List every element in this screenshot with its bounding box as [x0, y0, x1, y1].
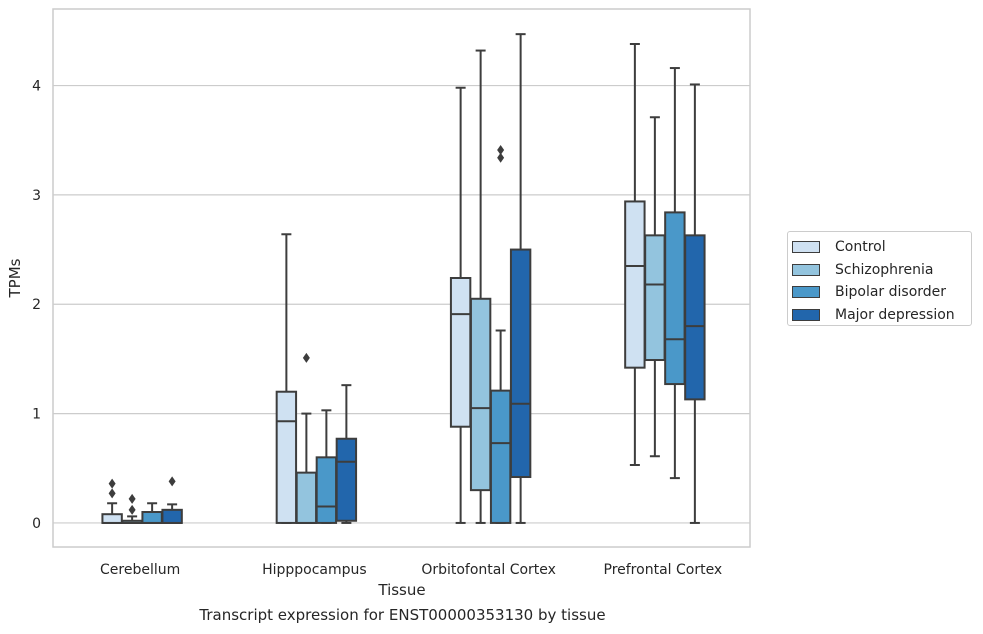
box-body — [664, 211, 686, 386]
legend: Control Schizophrenia Bipolar disorder Majo… — [787, 231, 972, 326]
legend-label: Bipolar disorder — [835, 284, 947, 301]
outlier-point — [128, 493, 136, 504]
chart-caption: Transcript expression for ENST0000035313… — [199, 606, 606, 624]
box-control — [101, 478, 123, 524]
legend-swatch — [792, 286, 820, 299]
box-body — [624, 200, 646, 369]
box-body — [449, 277, 472, 428]
y-axis-ticks: 0 1 2 3 4 — [32, 79, 41, 532]
legend-swatch — [792, 263, 820, 276]
box-major-depression — [509, 33, 532, 524]
y-tick-label: 3 — [32, 188, 41, 204]
x-axis-label: Tissue — [377, 581, 425, 599]
legend-swatch — [792, 308, 820, 321]
x-tick-label: Hipppocampus — [262, 562, 367, 578]
outlier-point — [108, 488, 116, 499]
legend-item: Schizophrenia — [792, 259, 971, 282]
box-body — [509, 248, 532, 479]
x-tick-label: Cerebellum — [100, 562, 180, 578]
x-tick-label: Orbitofontal Cortex — [421, 562, 556, 578]
box-body — [489, 389, 512, 524]
outlier-point — [497, 152, 505, 163]
x-tick-label: Prefrontal Cortex — [604, 562, 723, 578]
box-body — [275, 390, 298, 524]
outlier-point — [128, 504, 136, 515]
outlier-point — [497, 145, 505, 156]
outlier-point — [302, 352, 310, 363]
box-schizophrenia — [469, 49, 492, 524]
box-body — [644, 234, 666, 362]
box-body — [684, 234, 706, 401]
box-control — [449, 86, 472, 524]
box-series-group — [101, 33, 706, 524]
box-major-depression — [335, 384, 358, 524]
legend-label: Control — [835, 239, 886, 256]
y-tick-label: 0 — [32, 516, 41, 532]
box-major-depression — [684, 83, 706, 524]
x-axis-ticks: Cerebellum Hipppocampus Orbitofontal Corte… — [100, 562, 722, 578]
y-tick-label: 1 — [32, 407, 41, 423]
legend-item: Major depression — [792, 304, 971, 327]
y-tick-label: 2 — [32, 297, 41, 313]
box-body — [101, 513, 123, 524]
legend-item: Bipolar disorder — [792, 281, 971, 304]
box-body — [335, 437, 358, 522]
legend-swatch — [792, 241, 820, 254]
box-body — [295, 471, 318, 524]
legend-label: Schizophrenia — [835, 261, 934, 278]
box-body — [469, 297, 492, 492]
y-tick-label: 4 — [32, 79, 41, 95]
box-body — [161, 508, 183, 524]
box-major-depression — [161, 476, 183, 524]
outlier-point — [108, 478, 116, 489]
box-control — [275, 233, 298, 524]
y-axis-label: TPMs — [6, 258, 24, 298]
box-body — [315, 456, 338, 524]
outlier-point — [168, 476, 176, 487]
legend-label: Major depression — [835, 306, 955, 323]
box-body — [141, 511, 163, 524]
legend-item: Control — [792, 236, 971, 259]
